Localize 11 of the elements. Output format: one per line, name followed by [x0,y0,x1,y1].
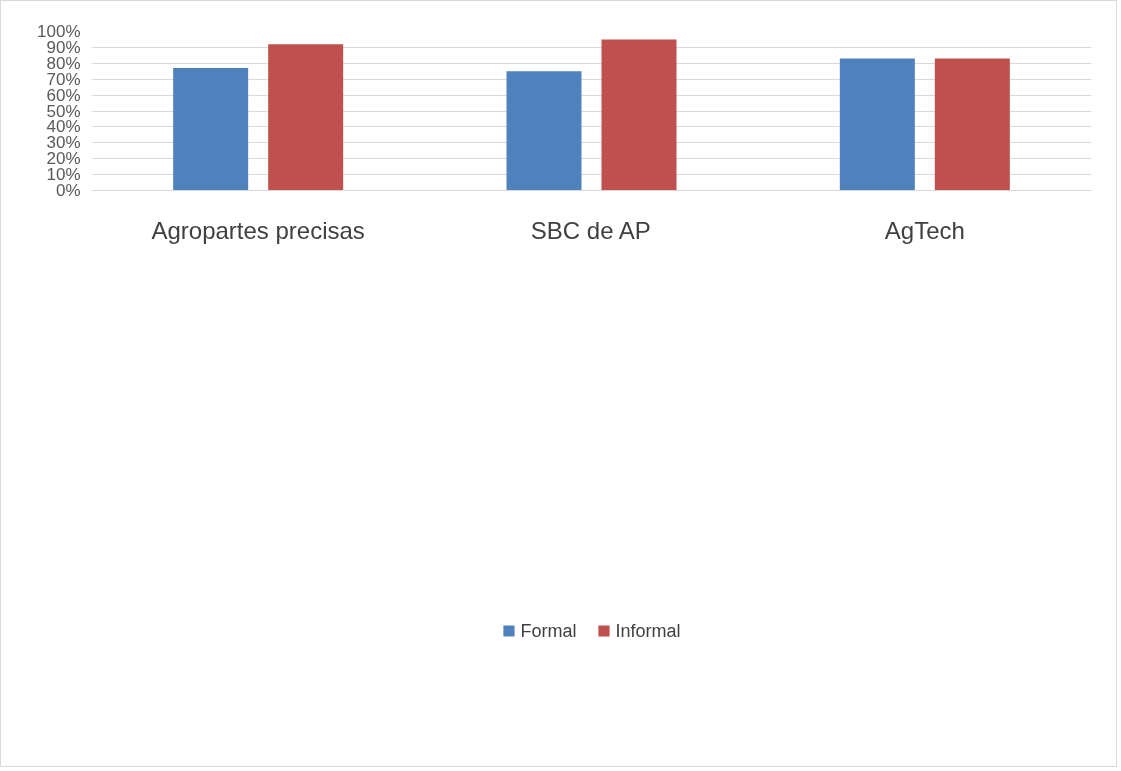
bar [173,68,249,191]
x-tick-label: Agropartes precisas [151,216,365,244]
x-tick-label: AgTech [884,216,965,244]
bar [839,58,915,191]
bar [601,39,677,191]
bar [268,44,344,191]
bar [934,58,1010,191]
bar [506,71,582,191]
legend-label: Informal [615,620,681,642]
x-tick-label: SBC de AP [530,216,651,244]
legend-label: Formal [520,620,577,642]
